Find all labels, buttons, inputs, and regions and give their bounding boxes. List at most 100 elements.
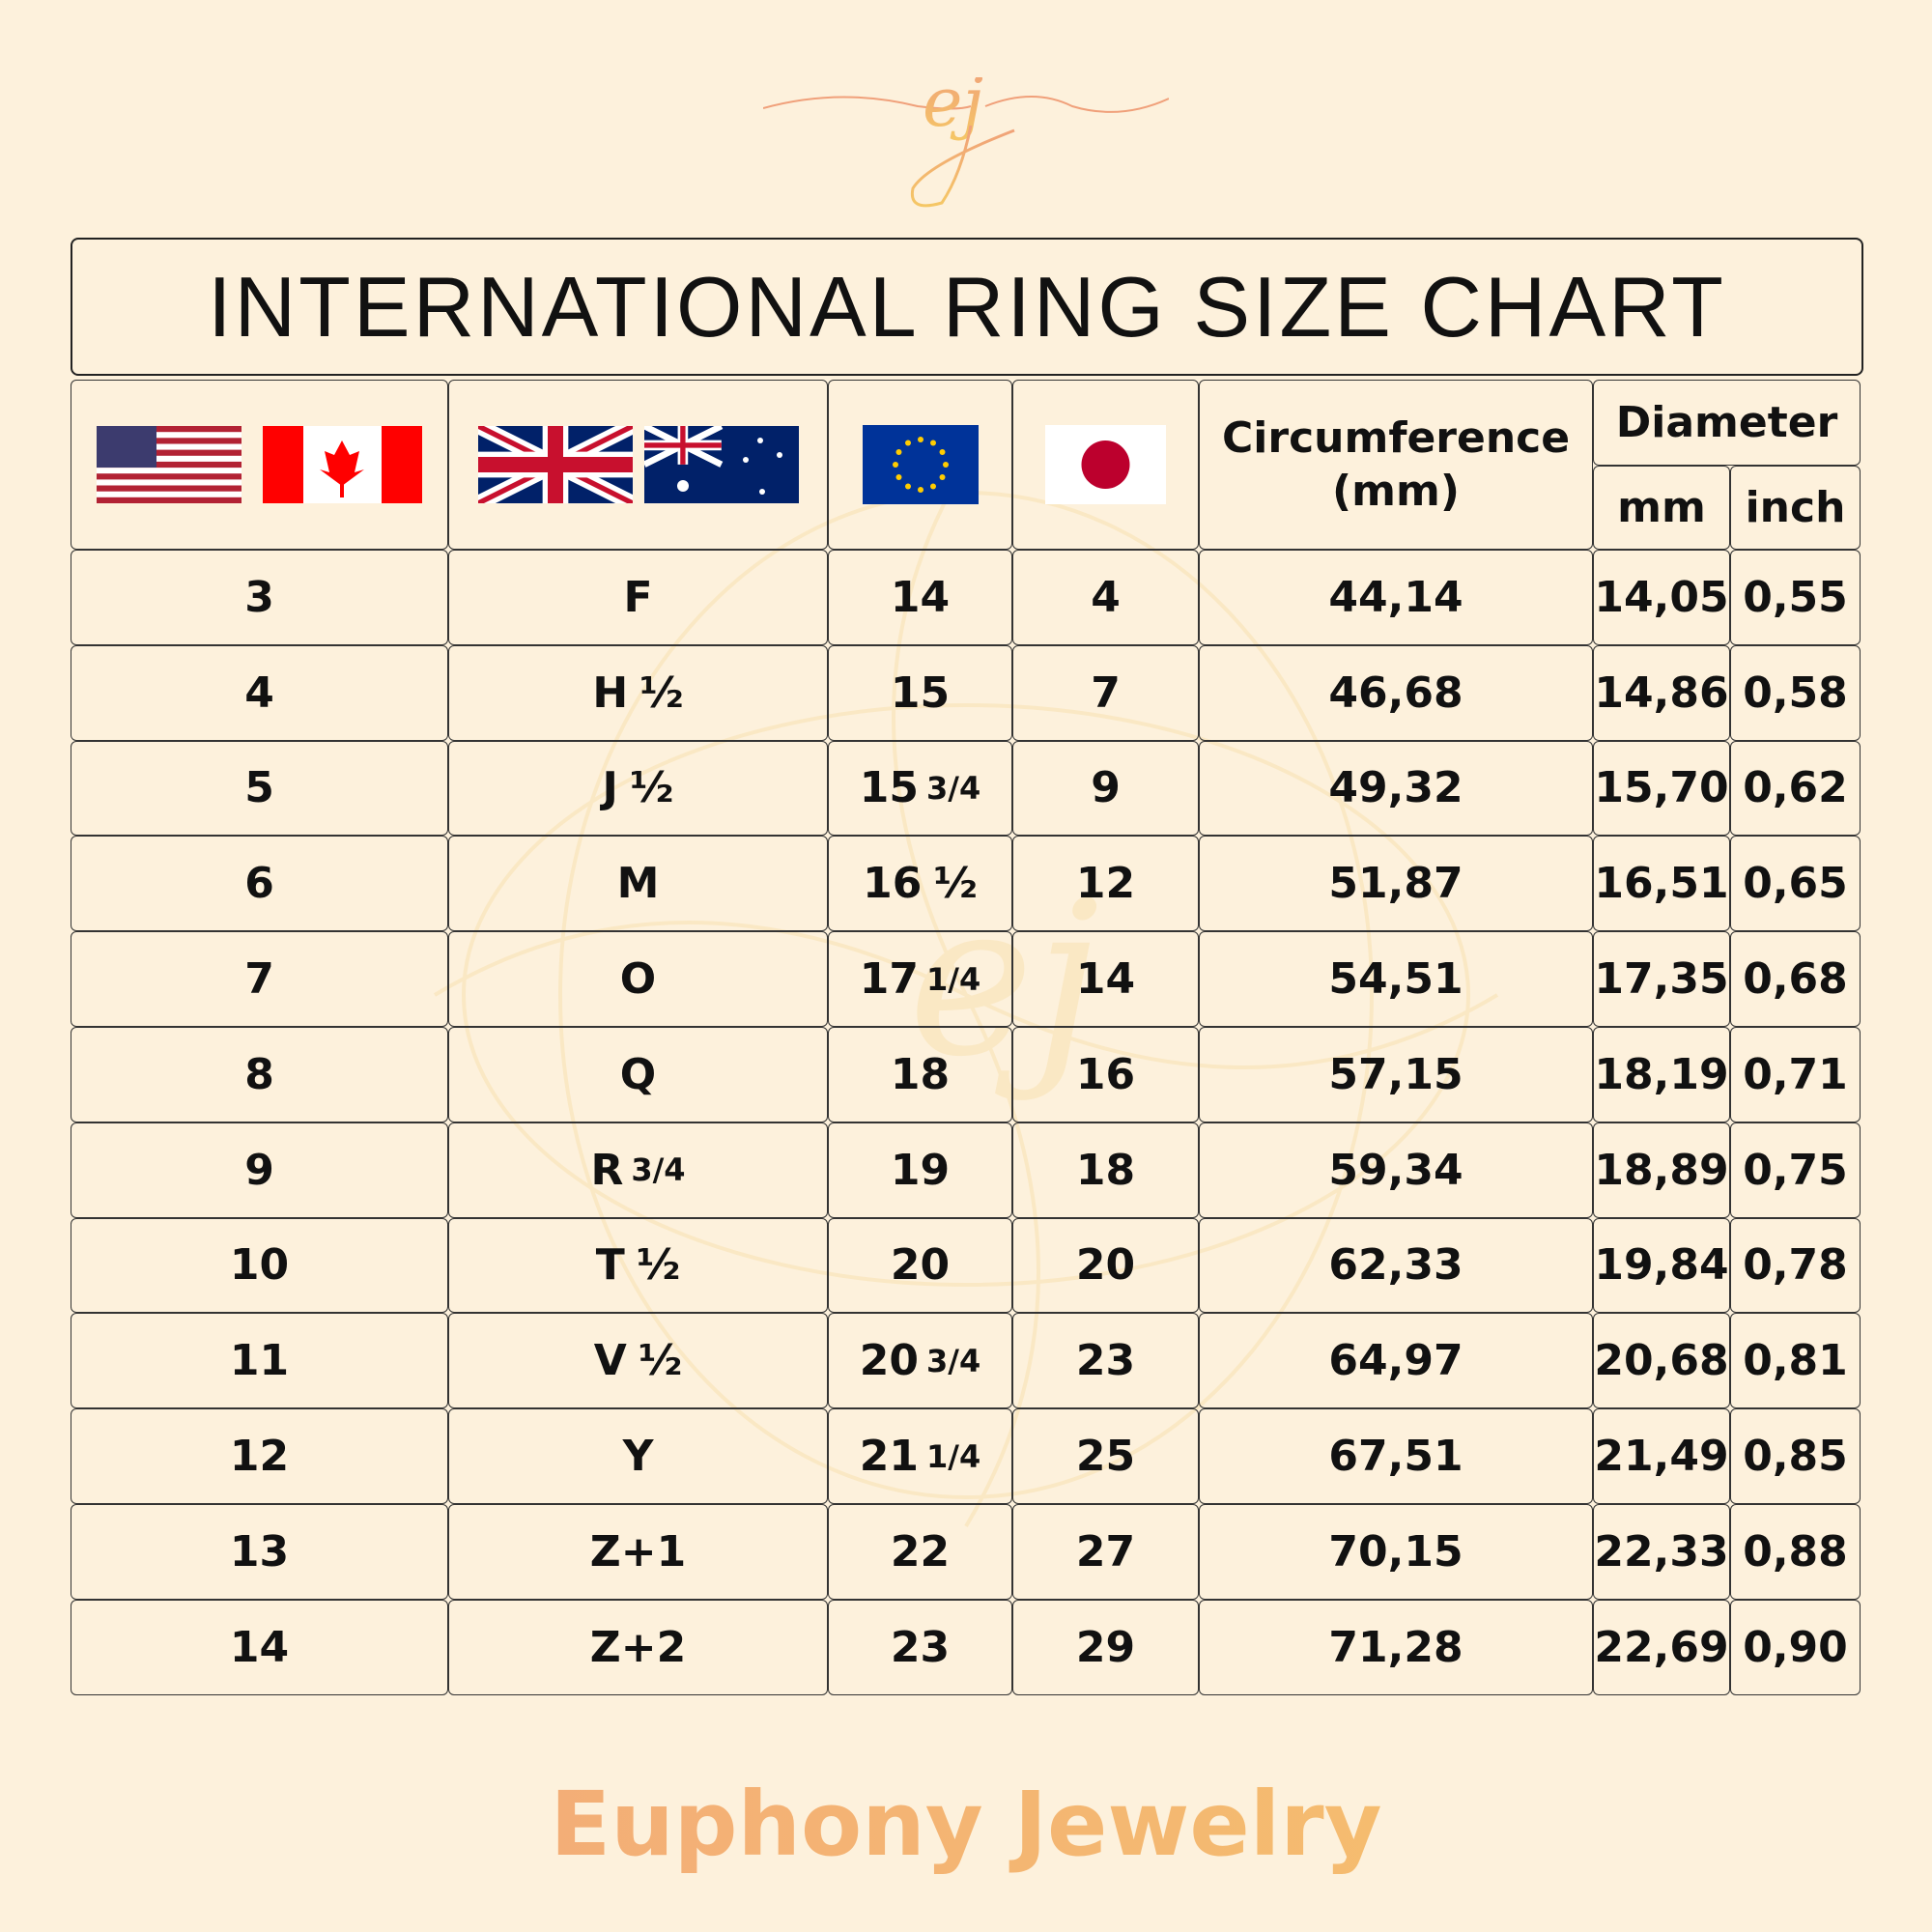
cell-value: 14 [1075,954,1136,1005]
cell-uk-size: O [448,931,828,1027]
cell-eu-size: 20 3/4 [828,1313,1012,1409]
cell-circumference: 67,51 [1199,1408,1593,1504]
cell-value: 22,69 [1594,1622,1729,1672]
cell-value: 17 [859,954,919,1005]
cell-value: 12 [229,1432,290,1482]
header-us-ca [71,380,448,550]
cell-fraction: 3/4 [631,1151,686,1189]
cell-eu-size: 15 3/4 [828,740,1012,837]
eu-star-icon [929,440,936,446]
cell-diameter-mm: 22,33 [1593,1504,1730,1600]
cell-value: J [602,763,618,813]
cell-circumference: 59,34 [1199,1122,1593,1218]
cell-value: 20 [890,1240,951,1291]
cell-us-size: 10 [71,1217,448,1314]
cell-uk-size: Z+1 [448,1504,828,1600]
cell-fraction: ½ [636,1240,681,1291]
diameter-label: Diameter [1615,398,1838,447]
cell-value: 3 [244,572,274,622]
cell-value: 62,33 [1328,1240,1463,1291]
cell-value: 15,70 [1594,763,1729,813]
cell-value: 14,86 [1594,668,1729,718]
cell-diameter-mm: 21,49 [1593,1408,1730,1504]
cell-circumference: 51,87 [1199,836,1593,932]
cell-jp-size: 20 [1012,1217,1199,1314]
header-uk-au [448,380,828,550]
cell-diameter-inch: 0,71 [1730,1027,1861,1122]
header-diameter: Diameter [1593,380,1861,466]
cell-diameter-inch: 0,90 [1730,1599,1861,1695]
cell-value: 20 [859,1336,919,1386]
cell-value: 54,51 [1328,954,1463,1005]
cell-diameter-mm: 20,68 [1593,1313,1730,1409]
mm-label: mm [1617,483,1706,532]
cell-value: 29 [1075,1622,1136,1672]
cell-fraction: 1/4 [926,960,981,998]
cell-diameter-inch: 0,85 [1730,1408,1861,1504]
cell-value: 13 [229,1526,290,1577]
cell-value: 16 [1075,1049,1136,1099]
cell-eu-size: 16 ½ [828,836,1012,932]
cell-value: 25 [1075,1432,1136,1482]
cell-value: 70,15 [1328,1526,1463,1577]
cell-value: 7 [1091,668,1121,718]
cell-value: M [616,859,660,909]
cell-value: 46,68 [1328,668,1463,718]
cell-us-size: 7 [71,931,448,1027]
cell-value: 22 [890,1526,951,1577]
cell-jp-size: 7 [1012,644,1199,741]
us-flag-icon [97,426,242,503]
cell-diameter-mm: 18,19 [1593,1027,1730,1122]
brand-name: Euphony Jewelry [0,1773,1932,1876]
eu-star-icon [942,462,949,468]
cell-jp-size: 12 [1012,836,1199,932]
inch-label: inch [1745,483,1846,532]
cell-value: 5 [244,763,274,813]
cell-diameter-inch: 0,78 [1730,1217,1861,1314]
cell-value: 18 [890,1049,951,1099]
cell-circumference: 71,28 [1199,1599,1593,1695]
cell-uk-size: Y [448,1408,828,1504]
cell-value: 27 [1075,1526,1136,1577]
cell-value: 18,89 [1594,1145,1729,1195]
eu-star-icon [917,437,923,442]
cell-value: 18,19 [1594,1049,1729,1099]
cell-circumference: 64,97 [1199,1313,1593,1409]
cell-diameter-mm: 14,86 [1593,644,1730,741]
cell-jp-size: 27 [1012,1504,1199,1600]
header-jp [1012,380,1199,550]
cell-circumference: 49,32 [1199,740,1593,837]
page-title: INTERNATIONAL RING SIZE CHART [208,258,1726,355]
cell-jp-size: 4 [1012,550,1199,645]
cell-value: 0,81 [1743,1336,1848,1386]
eu-star-icon [939,474,946,480]
cell-jp-size: 25 [1012,1408,1199,1504]
cell-circumference: 46,68 [1199,644,1593,741]
cell-value: 23 [890,1622,951,1672]
cell-diameter-inch: 0,88 [1730,1504,1861,1600]
cell-value: 4 [244,668,274,718]
cell-eu-size: 21 1/4 [828,1408,1012,1504]
cell-value: 49,32 [1328,763,1463,813]
cell-circumference: 70,15 [1199,1504,1593,1600]
cell-us-size: 13 [71,1504,448,1600]
cell-us-size: 5 [71,740,448,837]
cell-fraction: 3/4 [926,1342,981,1379]
cell-value: 16 [863,859,923,909]
cell-value: 22,33 [1594,1526,1729,1577]
cell-value: Y [622,1432,654,1482]
cell-circumference: 57,15 [1199,1027,1593,1122]
cell-diameter-inch: 0,81 [1730,1313,1861,1409]
cell-value: V [593,1336,627,1386]
cell-jp-size: 16 [1012,1027,1199,1122]
cell-value: Z+2 [589,1622,687,1672]
cell-jp-size: 18 [1012,1122,1199,1218]
cell-diameter-mm: 16,51 [1593,836,1730,932]
cell-value: 51,87 [1328,859,1463,909]
cell-fraction: ½ [629,763,674,813]
cell-jp-size: 14 [1012,931,1199,1027]
uk-flag-icon [477,426,633,503]
cell-value: 19 [890,1145,951,1195]
